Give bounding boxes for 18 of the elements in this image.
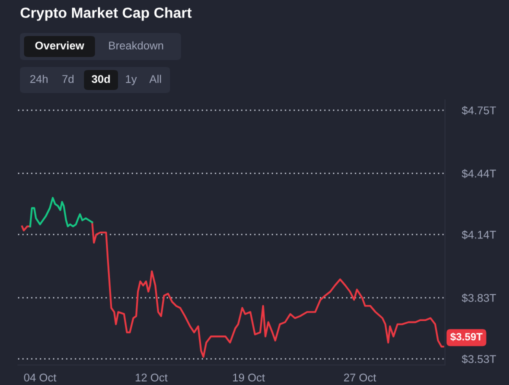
y-tick-label: $3.53T	[462, 354, 496, 364]
text: 1y	[126, 75, 137, 86]
chart-title: Crypto Market Cap Chart	[20, 7, 192, 21]
x-tick-label: 27 Oct	[344, 374, 376, 382]
text: 24h	[30, 74, 48, 83]
text: 7d	[62, 74, 74, 83]
text: Breakdown	[109, 41, 164, 50]
text: 30d	[92, 74, 110, 83]
x-tick-label: 19 Oct	[233, 374, 265, 382]
y-tick-label: $4.75T	[462, 106, 496, 115]
y-tick-label: $3.83T	[462, 294, 496, 303]
y-tick-label: $4.14T	[462, 230, 496, 240]
y-tick-label: $4.44T	[462, 169, 496, 178]
x-tick-label: 12 Oct	[136, 374, 168, 382]
x-tick-label: 04 Oct	[24, 374, 56, 382]
text: All	[149, 74, 161, 83]
annotation: $3.59T	[450, 332, 483, 342]
text: Overview	[35, 41, 84, 50]
